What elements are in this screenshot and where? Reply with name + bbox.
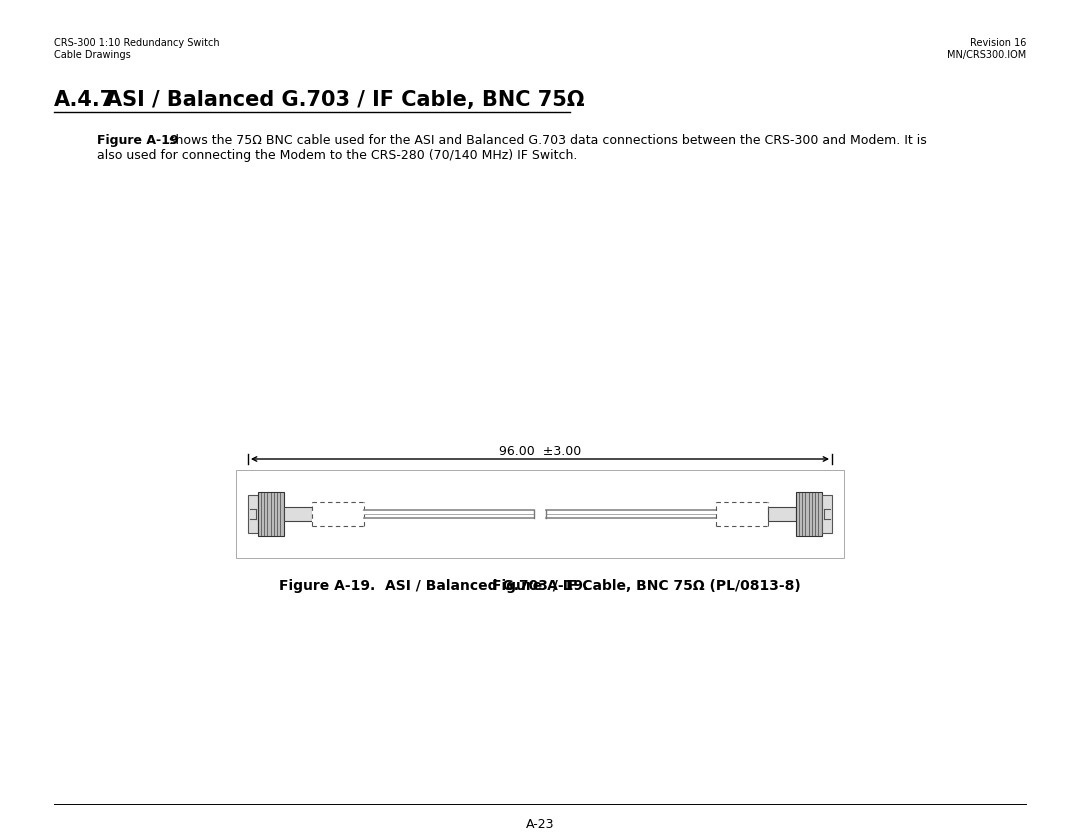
Text: CRS-300 1:10 Redundancy Switch: CRS-300 1:10 Redundancy Switch <box>54 38 219 48</box>
Text: MN/CRS300.IOM: MN/CRS300.IOM <box>947 50 1026 60</box>
Bar <box>312 502 364 526</box>
Bar <box>248 495 258 533</box>
Text: shows the 75Ω BNC cable used for the ASI and Balanced G.703 data connections bet: shows the 75Ω BNC cable used for the ASI… <box>165 134 927 147</box>
Text: Revision 16: Revision 16 <box>970 38 1026 48</box>
Bar <box>716 502 768 526</box>
Bar <box>796 492 822 536</box>
Text: also used for connecting the Modem to the CRS-280 (70/140 MHz) IF Switch.: also used for connecting the Modem to th… <box>97 149 578 162</box>
Text: Figure A-19.  ASI / Balanced G.703 / IF Cable, BNC 75Ω (PL/0813-8): Figure A-19. ASI / Balanced G.703 / IF C… <box>279 579 801 593</box>
Bar <box>768 507 796 521</box>
Bar <box>258 492 284 536</box>
Bar <box>822 495 832 533</box>
Text: Figure A-19: Figure A-19 <box>97 134 178 147</box>
Text: Figure A-19.: Figure A-19. <box>491 579 589 593</box>
Text: ASI / Balanced G.703 / IF Cable, BNC 75Ω: ASI / Balanced G.703 / IF Cable, BNC 75Ω <box>106 90 584 110</box>
Text: Cable Drawings: Cable Drawings <box>54 50 131 60</box>
Text: A-23: A-23 <box>526 818 554 831</box>
Bar <box>284 507 312 521</box>
Text: A.4.7: A.4.7 <box>54 90 116 110</box>
Bar <box>237 470 843 558</box>
Text: 96.00  ±3.00: 96.00 ±3.00 <box>499 445 581 458</box>
